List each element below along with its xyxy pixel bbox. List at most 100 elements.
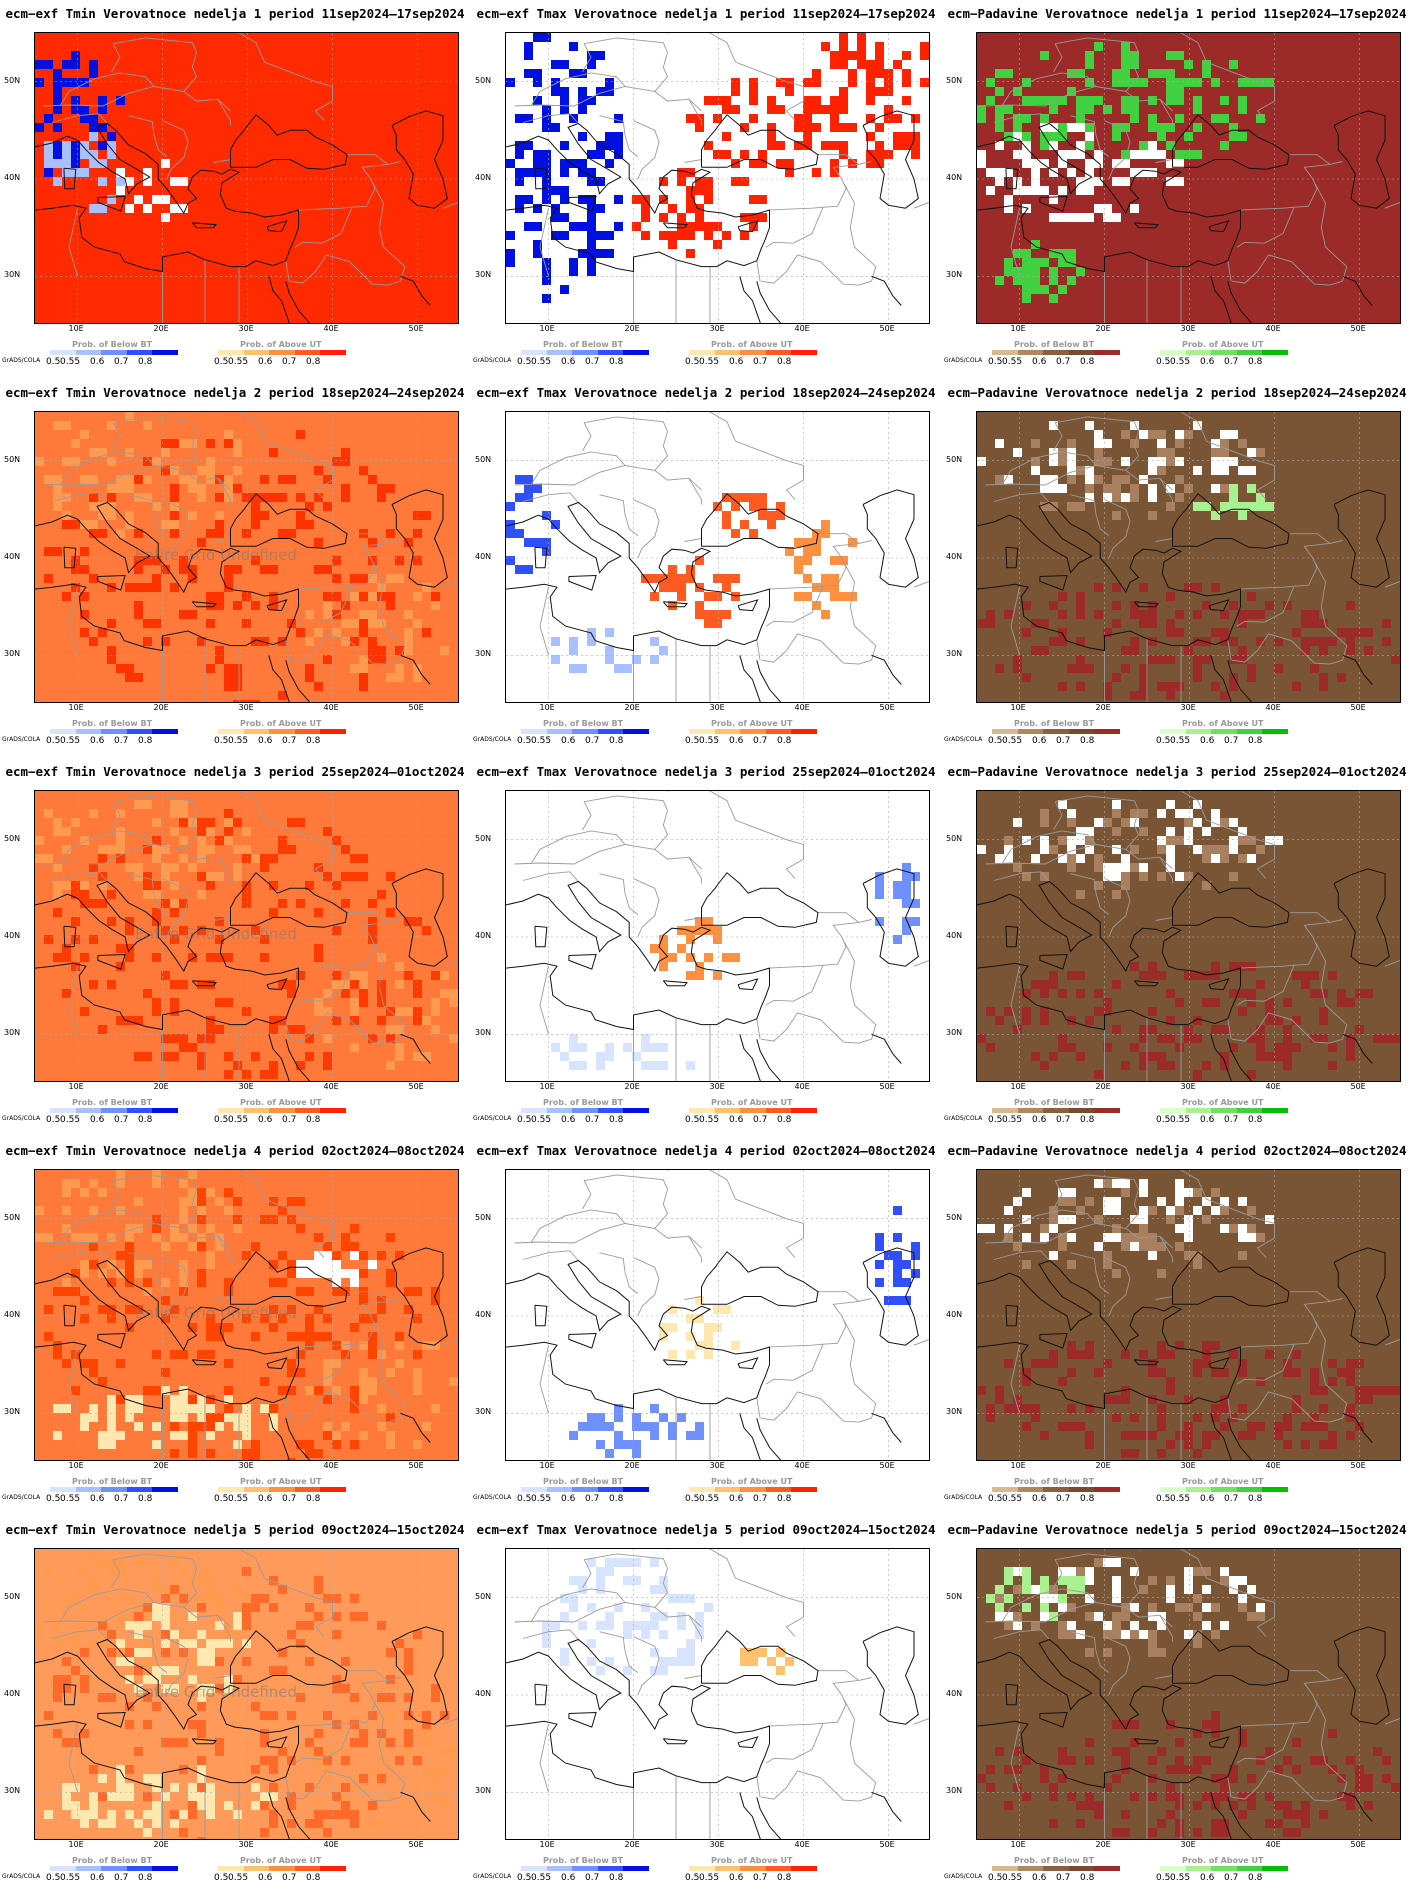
legend-below-title: Prob. of Below BT 0.50.55 0.6 0.7 0.8 [517, 1098, 657, 1132]
lat-label: 50N [4, 454, 21, 464]
legend-below-title: Prob. of Below BT 0.50.55 0.6 0.7 0.8 [46, 1098, 186, 1132]
legend-swatch [740, 350, 766, 355]
legend-swatch [294, 729, 321, 734]
legend-swatch [623, 1108, 649, 1113]
legend-tick: 0.5 [46, 1115, 61, 1125]
legend-ticks: 0.50.55 0.6 0.7 0.8 [988, 1873, 1104, 1883]
legend-tick: 0.6 [1032, 357, 1047, 367]
legend-tick: 0.6 [258, 736, 273, 746]
legend-tick: 0.7 [585, 1115, 600, 1125]
legend-tick: 0.7 [585, 357, 600, 367]
legend-swatch [765, 350, 792, 355]
legend-swatch [75, 1108, 102, 1113]
legend-tick: 0.8 [306, 1494, 321, 1504]
legend-tick: 0.5 [1156, 1494, 1171, 1504]
legend-tick: 0.8 [777, 1494, 792, 1504]
legend-swatch [218, 729, 244, 734]
lon-label: 10E [539, 1461, 555, 1470]
legend-swatch [269, 729, 295, 734]
legend-swatch [714, 1487, 741, 1492]
legend-ticks: 0.50.55 0.6 0.7 0.8 [46, 736, 162, 746]
legend-tick: 0.6 [1032, 1494, 1047, 1504]
legend-title: Prob. of Above UT [711, 1477, 793, 1486]
legend-swatch [1043, 1866, 1069, 1871]
legend-tick: 0.7 [753, 357, 768, 367]
legend-below-title: Prob. of Below BT 0.50.55 0.6 0.7 0.8 [517, 719, 657, 753]
legend-swatch [1043, 1487, 1069, 1492]
lon-label: 30E [238, 1840, 254, 1849]
legend-above-title: Prob. of Above UT 0.50.55 0.6 0.7 0.8 [685, 719, 825, 753]
grads-credit: GrADS/COLA [473, 1115, 512, 1122]
legend-title: Prob. of Above UT [240, 1098, 322, 1107]
map-frame [976, 790, 1401, 1082]
legend-swatch [218, 1108, 244, 1113]
legend-above-title: Prob. of Above UT 0.50.55 0.6 0.7 0.8 [685, 1856, 825, 1890]
map-panel-precip-week-4: ecm−Padavine Verovatnoce nedelja 4 perio… [942, 1137, 1412, 1516]
legend-below-title: Prob. of Below BT 0.50.55 0.6 0.7 0.8 [517, 1477, 657, 1511]
legend-swatch [1068, 1866, 1095, 1871]
map-panel-tmin-week-2: ecm−exf Tmin Verovatnoce nedelja 2 perio… [0, 379, 470, 758]
map-panel-tmax-week-4: ecm−exf Tmax Verovatnoce nedelja 4 perio… [471, 1137, 941, 1516]
legend-swatch [1211, 1866, 1237, 1871]
lon-label: 10E [1010, 1082, 1026, 1091]
legend-tick: 0.55 [699, 357, 720, 367]
legend-tick: 0.55 [699, 1873, 720, 1883]
legend-swatch [1017, 1487, 1044, 1492]
lat-label: 50N [475, 833, 492, 843]
lon-label: 50E [408, 1840, 424, 1849]
map-frame: Entire Grid Undefined [34, 1169, 459, 1461]
legend-tick: 0.5 [214, 1115, 229, 1125]
panel-title: ecm−Padavine Verovatnoce nedelja 2 perio… [947, 385, 1407, 400]
grads-credit: GrADS/COLA [944, 357, 983, 364]
map-frame [34, 32, 459, 324]
legend-ticks: 0.50.55 0.6 0.7 0.8 [214, 1873, 330, 1883]
legend-ticks: 0.50.55 0.6 0.7 0.8 [517, 1873, 633, 1883]
panel-title: ecm−exf Tmin Verovatnoce nedelja 4 perio… [5, 1143, 465, 1158]
legend-tick: 0.55 [228, 736, 249, 746]
undefined-grid-note: Entire Grid Undefined [135, 546, 298, 564]
map-frame [505, 411, 930, 703]
legend-tick: 0.8 [306, 357, 321, 367]
legend-tick: 0.7 [1056, 1873, 1071, 1883]
lon-label: 20E [1095, 703, 1111, 712]
legend-above-title: Prob. of Above UT 0.50.55 0.6 0.7 0.8 [685, 1098, 825, 1132]
legend-tick: 0.8 [609, 736, 624, 746]
legend-tick: 0.5 [1156, 1115, 1171, 1125]
lat-label: 40N [4, 1689, 21, 1698]
lat-label: 40N [475, 931, 492, 940]
legend-tick: 0.5 [46, 736, 61, 746]
legend-tick: 0.6 [729, 357, 744, 367]
legend-swatch [546, 1866, 573, 1871]
lon-label: 10E [539, 703, 555, 712]
legend-tick: 0.55 [60, 1115, 81, 1125]
legend-ticks: 0.50.55 0.6 0.7 0.8 [988, 736, 1104, 746]
legend-tick: 0.5 [214, 1494, 229, 1504]
legend-swatch [75, 1866, 102, 1871]
legend-above-title: Prob. of Above UT 0.50.55 0.6 0.7 0.8 [1156, 1477, 1296, 1511]
legend-ticks: 0.50.55 0.6 0.7 0.8 [517, 736, 633, 746]
legend-title: Prob. of Above UT [240, 1856, 322, 1865]
legend-swatch [1160, 1487, 1186, 1492]
legend-tick: 0.6 [729, 1494, 744, 1504]
legend-ticks: 0.50.55 0.6 0.7 0.8 [685, 1115, 801, 1125]
legend-colorbar [50, 729, 178, 734]
legend-colorbar [1160, 1487, 1288, 1492]
legend-swatch [320, 1866, 346, 1871]
legend-tick: 0.7 [753, 1873, 768, 1883]
legend-swatch [1017, 1108, 1044, 1113]
legend-swatch [572, 350, 598, 355]
lon-label: 50E [879, 703, 895, 712]
map-panel-tmin-week-5: ecm−exf Tmin Verovatnoce nedelja 5 perio… [0, 1516, 470, 1895]
legend-tick: 0.7 [282, 357, 297, 367]
lon-label: 40E [794, 1461, 810, 1470]
legend-swatch [101, 729, 127, 734]
legend-tick: 0.8 [306, 1873, 321, 1883]
legend-title: Prob. of Above UT [1182, 1477, 1264, 1486]
legend-swatch [1262, 1108, 1288, 1113]
legend-ticks: 0.50.55 0.6 0.7 0.8 [1156, 1115, 1272, 1125]
legend-tick: 0.6 [1032, 736, 1047, 746]
lon-label: 30E [1180, 324, 1196, 333]
lon-label: 10E [1010, 703, 1026, 712]
legend-tick: 0.6 [1200, 1873, 1215, 1883]
legend-title: Prob. of Above UT [1182, 719, 1264, 728]
